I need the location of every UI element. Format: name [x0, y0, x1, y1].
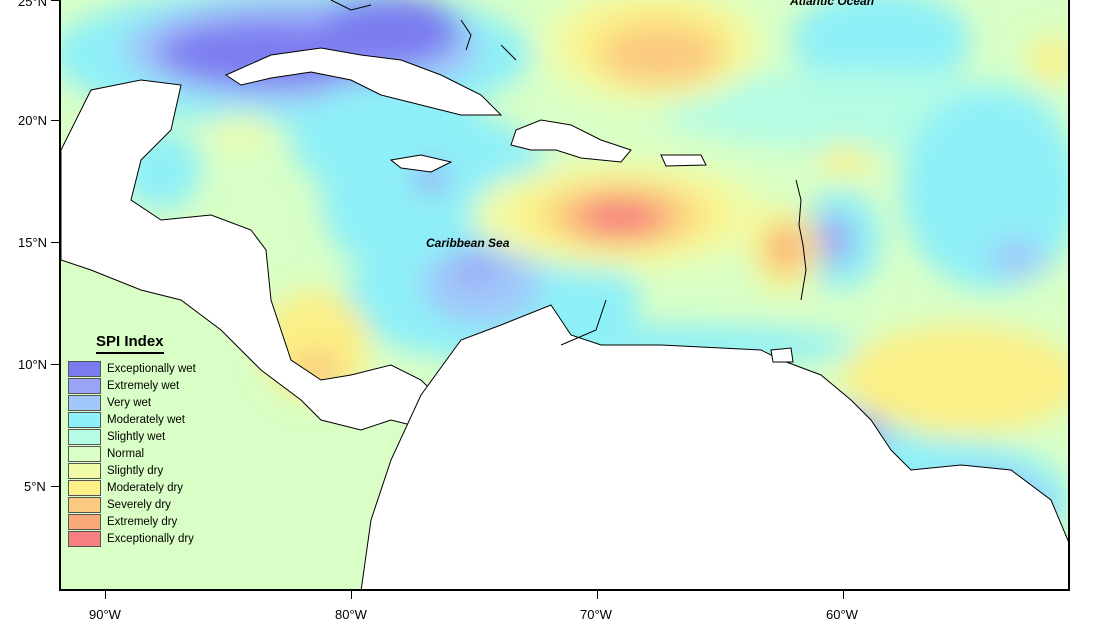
legend-item: Moderately dry — [68, 479, 228, 496]
legend-label: Moderately wet — [107, 414, 185, 426]
legend-swatch — [68, 412, 101, 428]
lat-tick-5n: 5°N — [24, 479, 46, 494]
lon-tick-60w: 60°W — [826, 607, 858, 622]
lat-tickmark — [51, 242, 59, 243]
legend-item: Slightly wet — [68, 428, 228, 445]
trinidad — [771, 348, 793, 362]
legend-label: Slightly dry — [107, 465, 163, 477]
lat-tickmark — [51, 0, 59, 1]
legend-item: Normal — [68, 445, 228, 462]
legend-item: Exceptionally dry — [68, 530, 228, 547]
lat-tickmark — [51, 364, 59, 365]
lon-tickmark — [843, 591, 844, 599]
lon-tick-80w: 80°W — [335, 607, 367, 622]
legend-item: Severely dry — [68, 496, 228, 513]
legend-swatch — [68, 497, 101, 513]
legend-swatch — [68, 480, 101, 496]
legend-label: Moderately dry — [107, 482, 183, 494]
legend-swatch — [68, 446, 101, 462]
lat-tick-25n: 25°N — [18, 0, 47, 9]
legend-label: Exceptionally dry — [107, 533, 194, 545]
legend-swatch — [68, 531, 101, 547]
puerto-rico — [661, 155, 706, 166]
legend-swatch — [68, 429, 101, 445]
lat-tickmark — [51, 486, 59, 487]
legend-swatch — [68, 514, 101, 530]
lat-tick-10n: 10°N — [18, 357, 47, 372]
legend-label: Extremely dry — [107, 516, 177, 528]
legend-item: Extremely wet — [68, 377, 228, 394]
legend-label: Exceptionally wet — [107, 363, 196, 375]
lon-tickmark — [105, 591, 106, 599]
legend-title: SPI Index — [96, 333, 164, 354]
legend-label: Severely dry — [107, 499, 171, 511]
legend-item: Exceptionally wet — [68, 360, 228, 377]
lon-tickmark — [597, 591, 598, 599]
legend-swatch — [68, 463, 101, 479]
legend-rows: Exceptionally wet Extremely wet Very wet Mo… — [68, 360, 228, 547]
legend-item: Extremely dry — [68, 513, 228, 530]
caribbean-sea-label: Caribbean Sea — [426, 236, 509, 250]
atlantic-ocean-label: Atlantic Ocean — [790, 0, 874, 8]
lon-tickmark — [351, 591, 352, 599]
lat-tick-15n: 15°N — [18, 235, 47, 250]
legend-item: Moderately wet — [68, 411, 228, 428]
legend-label: Normal — [107, 448, 144, 460]
lon-tick-70w: 70°W — [580, 607, 612, 622]
lat-tick-20n: 20°N — [18, 113, 47, 128]
legend-label: Slightly wet — [107, 431, 165, 443]
legend-label: Extremely wet — [107, 380, 179, 392]
lon-tick-90w: 90°W — [89, 607, 121, 622]
legend-item: Very wet — [68, 394, 228, 411]
legend-item: Slightly dry — [68, 462, 228, 479]
legend-swatch — [68, 378, 101, 394]
legend-swatch — [68, 361, 101, 377]
legend-label: Very wet — [107, 397, 151, 409]
lat-tickmark — [51, 120, 59, 121]
spi-legend: SPI Index Exceptionally wet Extremely wet… — [68, 333, 228, 547]
legend-swatch — [68, 395, 101, 411]
